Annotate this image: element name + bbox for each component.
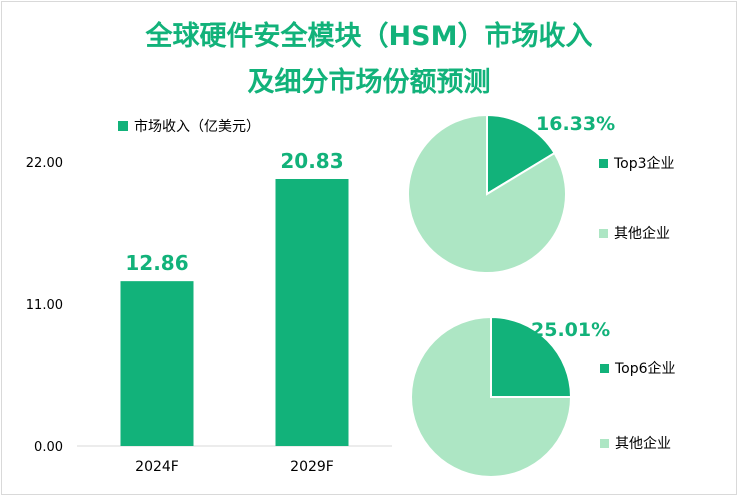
- pie1-slice-others: [407, 113, 567, 274]
- pie2-slice-top6: [490, 315, 573, 399]
- x-tick-label-2029F: 2029F: [290, 459, 334, 475]
- pie2-legend-label-top6: Top6企业: [614, 360, 676, 377]
- y-tick-label-zero: 0.00: [34, 440, 63, 455]
- pie1-legend-swatch-others: [599, 229, 608, 238]
- pie1-slice-top3: [486, 113, 556, 196]
- bar-2029F: [275, 178, 349, 447]
- bar-legend-label: 市场收入（亿美元）: [134, 118, 260, 135]
- chart-title: 全球硬件安全模块（HSM）市场收入 及细分市场份额预测: [0, 14, 738, 106]
- bar-value-label-2029F: 20.83: [280, 149, 343, 173]
- pie2-slice-others: [410, 315, 573, 478]
- pie1-legend-label-others: 其他企业: [614, 225, 670, 242]
- bar-legend-swatch: [118, 121, 128, 131]
- pie1-legend-swatch-top3: [599, 159, 608, 168]
- y-tick-label-top: 22.00: [26, 156, 63, 171]
- pie1-legend-label-top3: Top3企业: [613, 155, 675, 172]
- pie2-legend-swatch-top6: [600, 364, 609, 373]
- pie1-data-label: 16.33%: [536, 113, 615, 135]
- pie2-legend-label-others: 其他企业: [615, 435, 671, 452]
- chart-title-line2: 及细分市场份额预测: [247, 67, 491, 98]
- bar-2024F: [120, 281, 194, 446]
- pie2-data-label: 25.01%: [531, 319, 610, 341]
- x-tick-label-2024F: 2024F: [135, 459, 179, 475]
- chart-title-line1: 全球硬件安全模块（HSM）市场收入: [145, 21, 593, 52]
- y-tick-label-mid: 11.00: [26, 298, 63, 313]
- pie2-legend-swatch-others: [600, 439, 609, 448]
- bar-value-label-2024F: 12.86: [125, 251, 188, 275]
